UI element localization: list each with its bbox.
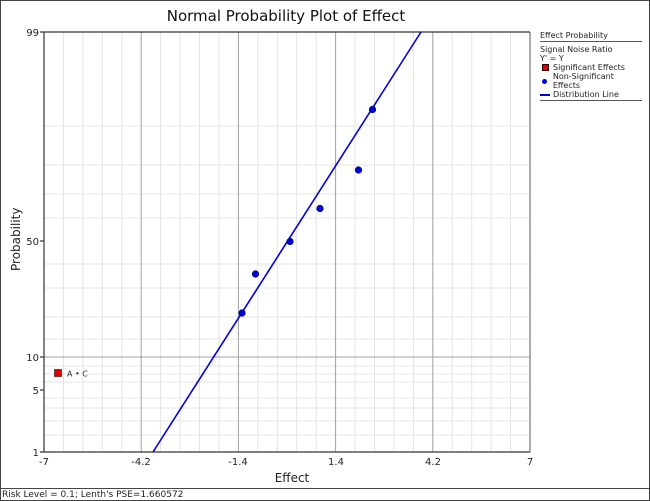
y-tick-99: 99 — [26, 28, 39, 39]
legend-subtitle-1: Signal Noise Ratio — [540, 45, 613, 54]
x-tick-4-2: 4.2 — [425, 457, 441, 468]
y-axis-label: Probability — [9, 207, 23, 271]
axes — [40, 31, 530, 453]
data-point — [238, 309, 246, 317]
data-point — [368, 105, 377, 114]
x-tick-neg1-4: -1.4 — [228, 457, 248, 468]
y-tick-labels: 99 50 10 5 1 — [26, 28, 39, 459]
legend-subtitle-2: Y' = Y — [540, 54, 564, 63]
red-square-icon — [541, 64, 549, 71]
legend: Effect Probability Signal Noise Ratio Y'… — [540, 31, 642, 101]
data-point — [316, 204, 324, 213]
x-tick-labels: -7 -4.2 -1.4 1.4 4.2 7 — [39, 457, 533, 468]
non-significant-points — [238, 105, 377, 317]
data-point — [251, 270, 260, 278]
x-tick-7: 7 — [527, 457, 533, 468]
x-axis-label: Effect — [274, 471, 310, 485]
legend-item-distribution-line: Distribution Line — [540, 90, 642, 99]
y-tick-50: 50 — [26, 237, 39, 248]
x-tick-1-4: 1.4 — [328, 457, 344, 468]
significant-point-label: A • C — [67, 370, 88, 379]
y-tick-1: 1 — [33, 448, 39, 459]
legend-title: Effect Probability — [540, 31, 642, 42]
status-bar: Risk Level = 0.1; Lenth's PSE=1.660572 — [0, 488, 650, 501]
minor-horizontal-grid — [44, 125, 530, 436]
x-tick-neg4-2: -4.2 — [131, 457, 151, 468]
x-tick-neg7: -7 — [39, 457, 49, 468]
major-grid — [44, 32, 531, 452]
data-point — [286, 237, 294, 246]
chart-title: Normal Probability Plot of Effect — [166, 7, 406, 25]
legend-item-significant: Significant Effects — [540, 63, 642, 72]
y-tick-10: 10 — [26, 353, 39, 364]
blue-line-icon — [540, 93, 550, 96]
legend-item-non-significant: Non-Significant Effects — [540, 72, 642, 90]
significant-point — [54, 369, 62, 377]
data-point — [354, 166, 363, 174]
legend-divider — [540, 100, 642, 101]
y-tick-5: 5 — [33, 386, 39, 397]
blue-circle-icon — [542, 78, 548, 84]
